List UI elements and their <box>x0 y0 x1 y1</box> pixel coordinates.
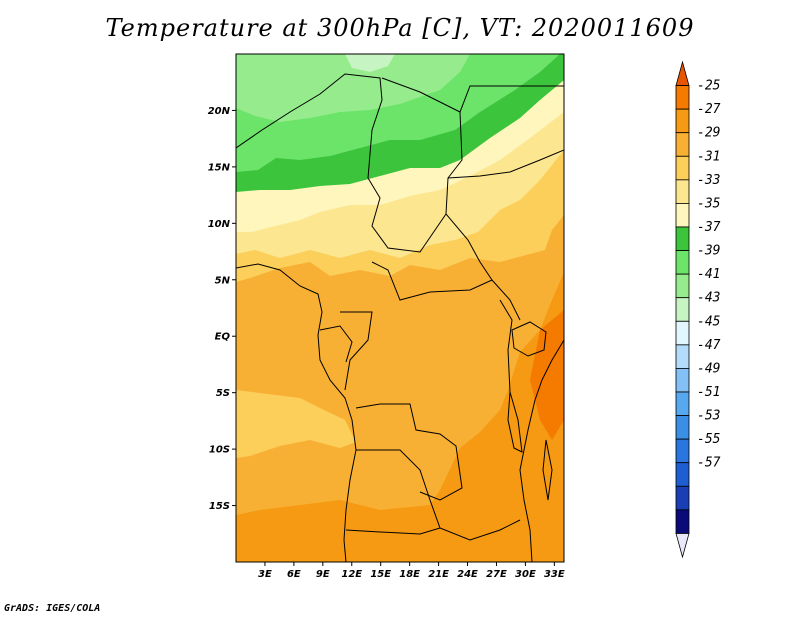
colorbar-swatch <box>675 203 690 228</box>
coastline-west <box>236 263 357 562</box>
colorbar-max-triangle <box>675 60 690 86</box>
border-kenya-uganda <box>499 299 513 393</box>
colorbar-label: -55 <box>697 432 721 447</box>
colorbar-swatch <box>675 108 690 134</box>
colorbar-label: -27 <box>697 102 721 117</box>
y-tick-label: 20N <box>208 106 231 117</box>
colorbar-label: -45 <box>697 314 721 329</box>
footer-credit: GrADS: IGES/COLA <box>4 603 101 614</box>
colorbar-label: -47 <box>697 338 721 353</box>
colorbar-swatch <box>675 297 690 322</box>
colorbar-min-triangle <box>675 533 690 559</box>
border-gabon <box>319 325 353 363</box>
colorbar-swatch <box>675 509 690 534</box>
colorbar-label: -33 <box>697 173 720 188</box>
colorbar-label: -39 <box>697 244 720 259</box>
colorbar-label: -43 <box>697 291 720 306</box>
coastline-east <box>519 339 564 562</box>
border-sudan-southsudan <box>447 149 564 179</box>
x-tick-label: 9E <box>316 569 330 580</box>
border-sahara-1 <box>236 73 383 179</box>
y-tick-label: 10N <box>208 219 231 230</box>
colorbar-swatch <box>675 368 690 393</box>
border-drc-south <box>355 403 463 501</box>
colorbar-label: -31 <box>697 149 720 164</box>
x-tick-label: 33E <box>544 569 565 580</box>
colorbar-swatch <box>675 391 690 416</box>
x-tick-label: 21E <box>428 569 449 580</box>
colorbar-swatch <box>675 320 690 346</box>
colorbar-swatch <box>675 462 690 487</box>
x-axis: 3E 6E 9E 12E 15E 18E 21E 24E 27E 30E 33E <box>258 562 565 580</box>
x-tick-label: 3E <box>258 569 272 580</box>
x-tick-label: 15E <box>370 569 391 580</box>
lake-malawi <box>542 439 553 501</box>
x-tick-label: 30E <box>515 569 536 580</box>
border-namibia <box>345 527 441 535</box>
y-axis: 20N 15N 10N 5N EQ 5S 10S 15S <box>208 106 236 512</box>
region-west-coast-band <box>236 390 356 458</box>
lake-victoria <box>511 321 547 357</box>
map-borders <box>236 73 564 562</box>
x-tick-label: 12E <box>341 569 362 580</box>
colorbar-swatch <box>675 485 690 511</box>
region-east-hot <box>530 310 564 440</box>
lake-tanganyika <box>507 391 523 453</box>
y-tick-label: 15S <box>209 501 230 512</box>
y-tick-label: EQ <box>215 332 231 343</box>
colorbar-label: -25 <box>697 79 721 94</box>
border-car-south <box>371 261 521 321</box>
colorbar-label: -37 <box>697 220 721 235</box>
temperature-field <box>236 54 564 562</box>
y-tick-label: 10S <box>209 445 230 456</box>
region-green-pale <box>345 54 395 72</box>
x-tick-label: 18E <box>399 569 420 580</box>
colorbar-swatch <box>675 155 690 181</box>
colorbar-label: -49 <box>697 361 720 376</box>
y-tick-label: 15N <box>208 162 231 173</box>
colorbar-label: -51 <box>697 385 720 400</box>
colorbar-swatch <box>675 85 690 110</box>
colorbar-label: -29 <box>697 126 720 141</box>
colorbar-swatch <box>675 132 690 157</box>
border-nigeria-chad <box>367 177 447 253</box>
colorbar-label: -53 <box>697 409 720 424</box>
map-frame <box>235 53 565 563</box>
colorbar-label: -35 <box>697 196 721 211</box>
y-tick-label: 5N <box>215 275 231 286</box>
chart-title: Temperature at 300hPa [C], VT: 202001160… <box>105 14 695 42</box>
colorbar-swatch <box>675 438 690 464</box>
colorbar-label: -41 <box>697 267 720 282</box>
x-tick-label: 6E <box>287 569 301 580</box>
colorbar-swatch <box>675 273 690 299</box>
colorbar-swatch <box>675 344 690 369</box>
border-angola-zambia <box>356 449 521 541</box>
colorbar-swatch <box>675 415 690 440</box>
y-tick-label: 5S <box>216 388 230 399</box>
colorbar-swatch <box>675 179 690 204</box>
x-tick-label: 27E <box>486 569 507 580</box>
region-green-41 <box>236 54 470 122</box>
colorbar: -25 -27 -29 -31 -33 -35 -37 -39 -41 -43 -45 -47 -49 -… <box>675 60 721 559</box>
x-tick-label: 24E <box>457 569 478 580</box>
colorbar-swatch <box>675 226 690 251</box>
border-drc-west <box>340 311 373 391</box>
colorbar-label: -57 <box>697 456 721 471</box>
colorbar-swatch <box>675 250 690 275</box>
